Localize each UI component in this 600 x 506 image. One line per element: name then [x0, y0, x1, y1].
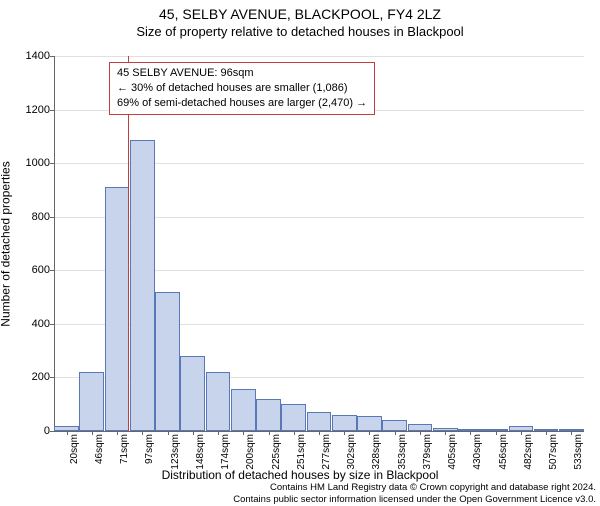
property-callout: 45 SELBY AVENUE: 96sqm← 30% of detached … [109, 62, 375, 115]
x-axis-label: Distribution of detached houses by size … [0, 468, 600, 482]
histogram-bar [332, 415, 357, 431]
histogram-bar [281, 404, 306, 431]
histogram-bar [130, 140, 155, 431]
y-tick-label: 600 [20, 264, 50, 276]
y-tick-label: 0 [20, 425, 50, 437]
histogram-bar [180, 356, 205, 431]
histogram-bar [206, 372, 231, 431]
histogram-bar [357, 416, 382, 431]
callout-title: 45 SELBY AVENUE: 96sqm [117, 66, 367, 81]
callout-larger: 69% of semi-detached houses are larger (… [117, 96, 367, 111]
y-tick-label: 1400 [20, 50, 50, 62]
histogram-bar [105, 187, 130, 431]
y-axis-label: Number of detached properties [0, 56, 14, 431]
histogram-bar [408, 424, 433, 431]
y-tick-label: 1000 [20, 157, 50, 169]
gridline [54, 56, 584, 57]
y-tick-label: 800 [20, 211, 50, 223]
histogram-bar [256, 399, 281, 431]
y-tick-label: 1200 [20, 104, 50, 116]
histogram-bar [382, 420, 407, 431]
histogram-bar [79, 372, 104, 431]
histogram-bar [307, 412, 332, 431]
attribution-footer: Contains HM Land Registry data © Crown c… [233, 482, 596, 506]
histogram-bar [155, 292, 180, 431]
callout-smaller: ← 30% of detached houses are smaller (1,… [117, 81, 367, 96]
y-tick-label: 400 [20, 318, 50, 330]
chart-area: 020040060080010001200140020sqm46sqm71sqm… [54, 56, 584, 431]
chart-subtitle: Size of property relative to detached ho… [0, 24, 600, 39]
histogram-bar [231, 389, 256, 431]
y-tick-label: 200 [20, 371, 50, 383]
chart-title: 45, SELBY AVENUE, BLACKPOOL, FY4 2LZ [0, 6, 600, 22]
